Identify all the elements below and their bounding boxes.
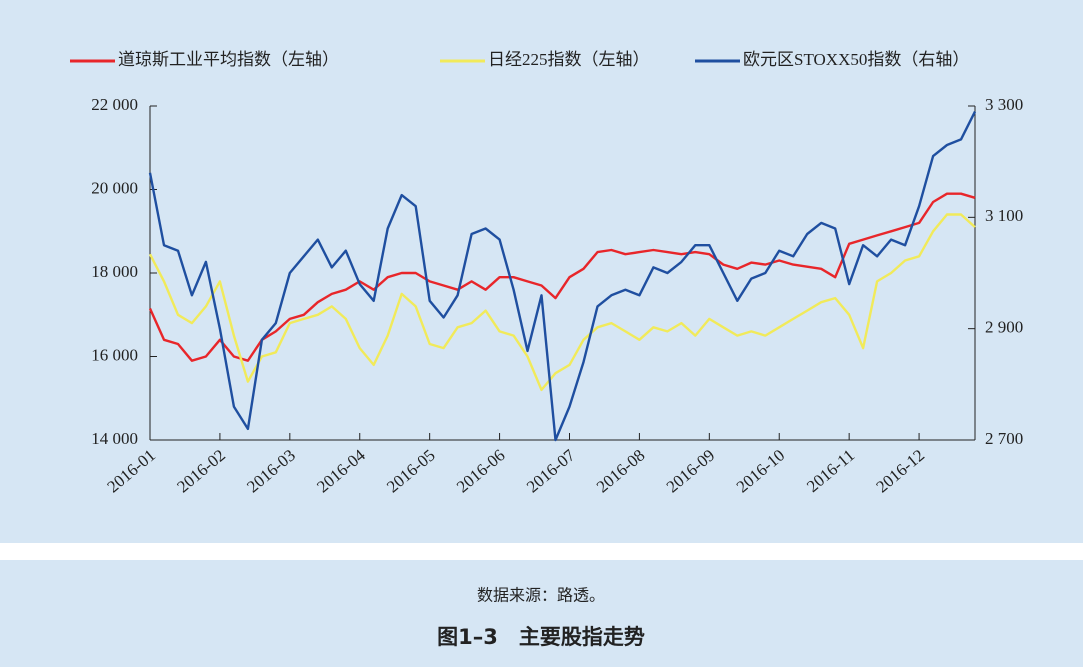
series-line: [148, 111, 977, 442]
caption-background: [0, 560, 1083, 667]
y2-tick-label: 3 300: [985, 95, 1023, 114]
series-line: [148, 192, 976, 362]
legend-label: 日经225指数（左轴）: [488, 50, 650, 69]
y2-tick-label: 3 100: [985, 206, 1023, 225]
y-tick-label: 16 000: [91, 345, 138, 364]
y-tick-label: 14 000: [91, 429, 138, 448]
y-tick-label: 18 000: [91, 262, 138, 281]
legend-label: 道琼斯工业平均指数（左轴）: [118, 50, 339, 69]
y-tick-label: 22 000: [91, 95, 138, 114]
caption: 图1–3 主要股指走势: [437, 625, 645, 649]
series-line: [148, 213, 976, 392]
y2-tick-label: 2 700: [985, 429, 1023, 448]
source: 数据来源：路透。: [477, 587, 605, 605]
legend-label: 欧元区STOXX50指数（右轴）: [743, 50, 969, 69]
y2-tick-label: 2 900: [985, 318, 1023, 337]
y-tick-label: 20 000: [91, 178, 138, 197]
plot-background: [0, 0, 1083, 543]
